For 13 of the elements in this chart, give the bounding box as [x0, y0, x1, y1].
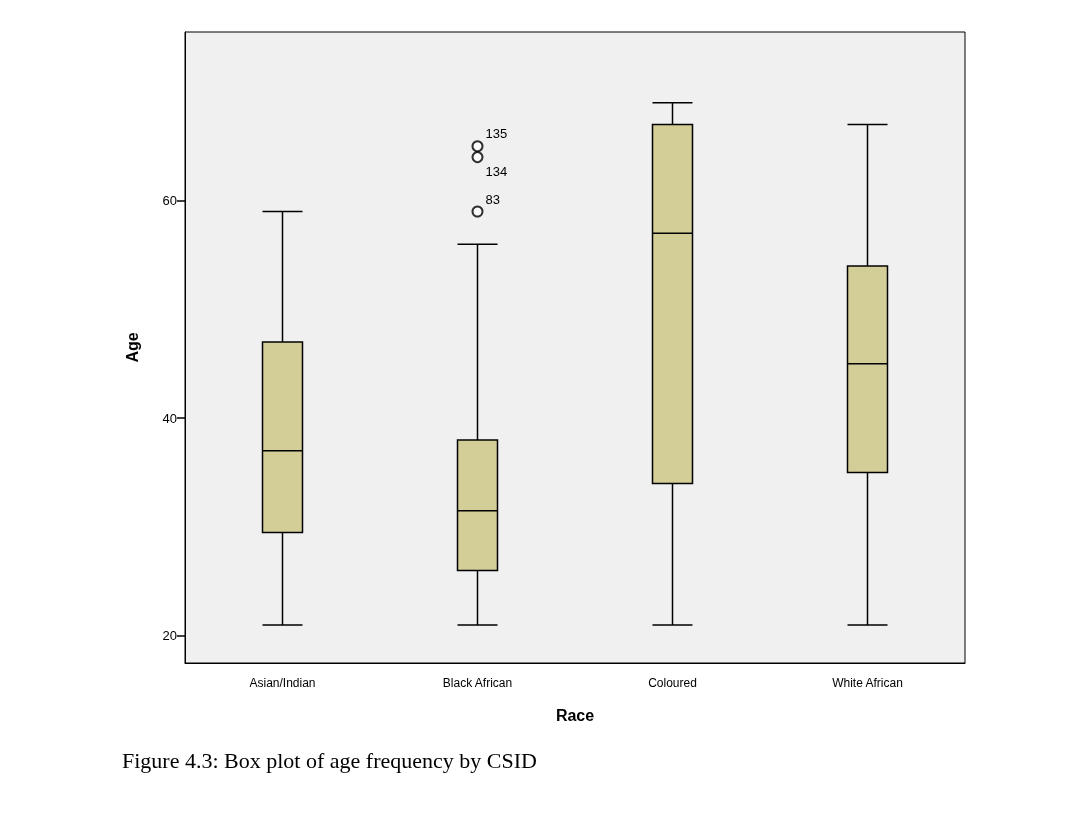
annotation: 134	[485, 164, 508, 180]
y-tick-label: 60	[162, 193, 177, 209]
x-tick-label: Coloured	[648, 676, 697, 690]
annotation: 83	[485, 191, 500, 207]
y-axis-title: Age	[123, 332, 141, 363]
y-tick-label: 20	[162, 628, 177, 644]
x-tick-label: Black African	[442, 676, 513, 690]
x-axis-title: Race	[555, 706, 595, 724]
x-tick-label: Asian/Indian	[249, 676, 316, 690]
annotation: 135	[485, 126, 508, 142]
caption: Figure 4.3: Box plot of age frequency by CSID	[122, 748, 537, 774]
x-tick-label: White African	[832, 676, 903, 690]
y-tick-label: 40	[162, 410, 177, 426]
